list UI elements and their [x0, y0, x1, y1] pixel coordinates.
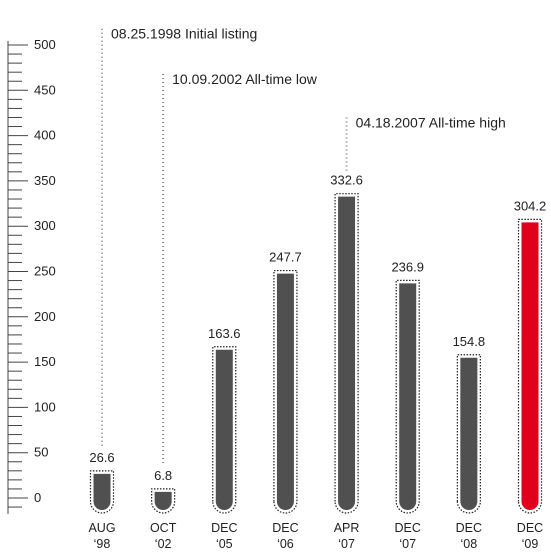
value-label: 247.7: [269, 250, 302, 265]
bar-outline: [334, 193, 359, 514]
category-label-year: ‘05: [216, 537, 233, 551]
category-label-month: AUG: [88, 521, 115, 535]
value-label: 6.8: [154, 468, 172, 483]
value-label: 332.6: [330, 173, 363, 188]
bar-outline: [517, 218, 543, 514]
value-label: 236.9: [391, 259, 424, 274]
value-label: 26.6: [89, 450, 114, 465]
annotation-label: 04.18.2007 All-time high: [356, 114, 506, 130]
bar: [93, 473, 111, 510]
bar-outline: [395, 279, 420, 514]
y-tick-label: 250: [34, 264, 56, 279]
y-tick-label: 450: [34, 82, 56, 97]
category-label-month: APR: [334, 521, 360, 535]
y-tick-label: 300: [34, 218, 56, 233]
annotation-label: 08.25.1998 Initial listing: [111, 26, 257, 42]
bars: [89, 193, 543, 514]
value-label: 163.6: [208, 326, 241, 341]
y-tick-label: 50: [34, 445, 48, 460]
category-label-year: ‘07: [338, 537, 355, 551]
bar: [399, 283, 417, 510]
bar-outline: [273, 269, 298, 514]
bar: [276, 273, 294, 510]
bar: [154, 491, 172, 510]
labels: 26.6 AUG ‘98 6.8 OCT ‘02 163.6 DEC ‘05 247.7 DEC ‘0…: [88, 173, 546, 551]
category-label-month: DEC: [272, 521, 298, 535]
y-tick-label: 200: [34, 309, 56, 324]
y-axis-ruler: 0 50 100 150 200 250 300 350 400 450 500: [7, 37, 56, 514]
bar-outline: [456, 354, 481, 514]
y-tick-label: 350: [34, 173, 56, 188]
category-label-year: ‘02: [155, 537, 172, 551]
category-label-year: ‘06: [277, 537, 294, 551]
category-label-month: DEC: [517, 521, 543, 535]
bar-outline: [151, 488, 176, 514]
category-label-month: OCT: [150, 521, 177, 535]
y-tick-label: 0: [34, 490, 41, 505]
category-label-year: ‘09: [522, 537, 539, 551]
bar-outline: [89, 470, 115, 514]
bar-highlight: [521, 222, 539, 510]
category-label-year: ‘08: [461, 537, 478, 551]
category-label-month: DEC: [395, 521, 421, 535]
value-label: 304.2: [514, 198, 547, 213]
bar: [338, 196, 356, 510]
y-tick-label: 100: [34, 399, 56, 414]
category-label-month: DEC: [456, 521, 482, 535]
annotations: 08.25.1998 Initial listing 10.09.2002 All…: [101, 26, 506, 466]
value-label: 154.8: [453, 334, 486, 349]
annotation-label: 10.09.2002 All-time low: [172, 71, 318, 87]
bar: [215, 349, 233, 510]
y-tick-label: 150: [34, 354, 56, 369]
y-tick-label: 400: [34, 128, 56, 143]
y-tick-label: 500: [34, 37, 56, 52]
bar: [460, 357, 478, 510]
category-label-year: ‘07: [399, 537, 416, 551]
category-label-month: DEC: [211, 521, 237, 535]
category-label-year: ‘98: [94, 537, 111, 551]
bar-outline: [212, 346, 237, 514]
